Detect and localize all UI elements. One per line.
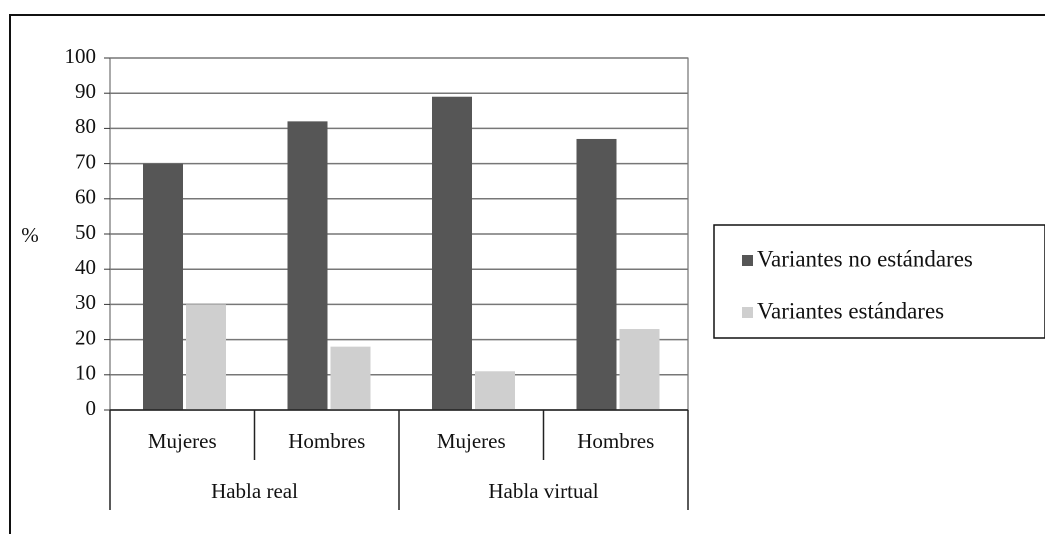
x-tick-label: Mujeres [437,429,506,453]
y-tick-label: 10 [75,361,96,385]
x-tick-label: Hombres [288,429,365,453]
y-tick-label: 20 [75,325,96,349]
bar [475,371,515,410]
group-label: Habla real [211,479,298,503]
legend-box [713,224,1045,339]
y-tick-label: 80 [75,114,96,138]
legend-label: Variantes no estándares [757,246,973,271]
y-tick-label: 60 [75,185,96,209]
bar [287,121,328,411]
y-tick-label: 0 [86,396,97,420]
y-tick-label: 70 [75,149,96,173]
x-tick-label: Hombres [577,429,654,453]
bar [330,346,371,410]
bar [186,304,226,410]
y-tick-label: 90 [75,79,96,103]
y-tick-label: 40 [75,255,96,279]
bar [432,96,472,410]
x-tick-label: Mujeres [148,429,217,453]
legend-swatch [742,307,753,318]
y-tick-label: 100 [65,44,97,68]
legend-swatch [742,255,753,266]
y-tick-label: 30 [75,290,96,314]
bar [143,163,183,410]
bar [576,138,617,410]
group-label: Habla virtual [488,479,598,503]
y-axis-label: % [21,223,39,247]
legend-label: Variantes estándares [757,298,944,323]
y-tick-label: 50 [75,220,96,244]
bar [619,329,660,410]
